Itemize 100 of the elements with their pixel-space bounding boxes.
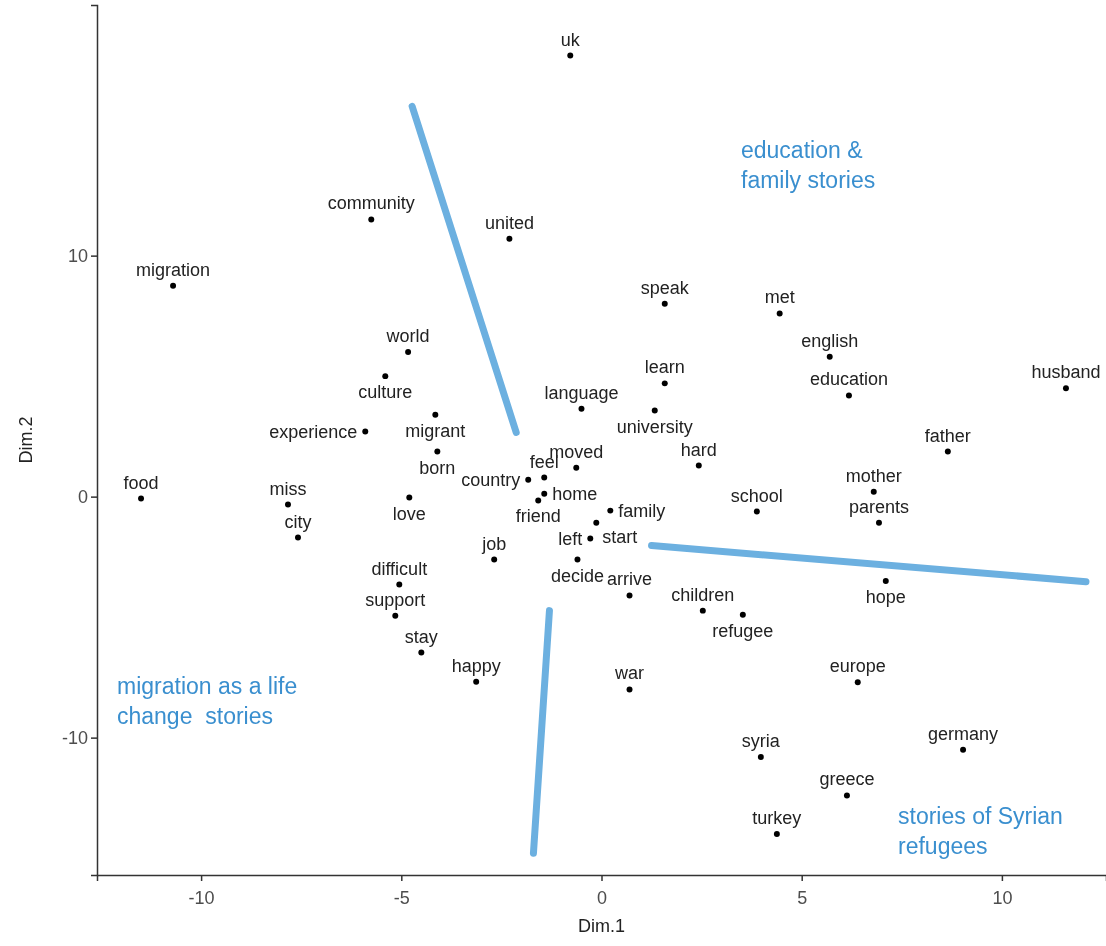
point bbox=[396, 581, 403, 588]
x-tick-label: 5 bbox=[797, 887, 808, 908]
point bbox=[138, 495, 145, 502]
data-label: university bbox=[616, 416, 693, 437]
data-label: war bbox=[614, 663, 645, 684]
point bbox=[525, 476, 532, 483]
point bbox=[651, 407, 658, 414]
data-label: united bbox=[484, 212, 534, 233]
point bbox=[753, 508, 760, 515]
data-label: english bbox=[801, 330, 859, 351]
point bbox=[506, 235, 513, 242]
annotation: stories of Syrian refugees bbox=[898, 803, 1063, 859]
point bbox=[574, 556, 581, 563]
data-label: parents bbox=[848, 496, 909, 517]
point bbox=[432, 411, 439, 418]
point bbox=[875, 519, 882, 526]
data-label: world bbox=[385, 326, 430, 347]
point bbox=[535, 497, 542, 504]
data-label: miss bbox=[269, 478, 307, 499]
point bbox=[960, 746, 967, 753]
point bbox=[491, 556, 498, 563]
point bbox=[870, 488, 877, 495]
data-label: born bbox=[419, 457, 456, 478]
point bbox=[739, 611, 746, 618]
data-label: migrant bbox=[405, 420, 466, 441]
data-label: met bbox=[764, 287, 795, 308]
point bbox=[573, 464, 580, 471]
point bbox=[699, 607, 706, 614]
data-label: europe bbox=[829, 656, 886, 677]
point bbox=[587, 535, 594, 542]
x-tick-label: 10 bbox=[992, 887, 1013, 908]
x-tick-label: 0 bbox=[596, 887, 608, 908]
point bbox=[661, 380, 668, 387]
data-label: love bbox=[392, 503, 426, 524]
data-label: mother bbox=[845, 465, 902, 486]
x-tick-label: -5 bbox=[393, 887, 410, 908]
data-label: city bbox=[284, 511, 312, 532]
data-label: culture bbox=[358, 382, 413, 403]
annotation: migration as a life change stories bbox=[117, 673, 298, 729]
point bbox=[406, 494, 413, 501]
point bbox=[757, 753, 764, 760]
point bbox=[607, 507, 614, 514]
data-label: syria bbox=[741, 730, 781, 751]
data-label: stay bbox=[404, 626, 438, 647]
point bbox=[626, 686, 633, 693]
data-label: migration bbox=[136, 259, 211, 280]
data-label: speak bbox=[640, 277, 690, 298]
data-label: start bbox=[602, 526, 638, 547]
data-label: uk bbox=[560, 29, 581, 50]
point bbox=[882, 578, 889, 584]
data-label: country bbox=[461, 469, 521, 490]
data-label: job bbox=[481, 533, 507, 554]
data-label: greece bbox=[819, 769, 875, 790]
point bbox=[541, 490, 548, 497]
point bbox=[368, 216, 375, 223]
data-label: arrive bbox=[607, 569, 653, 590]
data-label: community bbox=[327, 193, 415, 214]
data-label: friend bbox=[515, 506, 561, 527]
point bbox=[418, 649, 425, 656]
data-label: turkey bbox=[752, 808, 802, 829]
point bbox=[854, 679, 861, 686]
data-label: support bbox=[365, 589, 426, 610]
data-label: language bbox=[544, 382, 619, 403]
data-label: children bbox=[671, 584, 735, 605]
point bbox=[434, 448, 441, 455]
data-label: left bbox=[558, 528, 583, 549]
y-tick-label: -10 bbox=[61, 727, 88, 748]
x-axis-title: Dim.1 bbox=[577, 916, 626, 936]
data-label: learn bbox=[644, 357, 685, 378]
x-tick-label: -10 bbox=[188, 887, 215, 908]
point bbox=[405, 349, 412, 356]
point bbox=[593, 519, 600, 526]
data-label: school bbox=[730, 485, 783, 506]
data-label: husband bbox=[1031, 362, 1101, 383]
annotation: education & family stories bbox=[741, 137, 876, 193]
point bbox=[541, 474, 548, 481]
data-label: hard bbox=[680, 439, 717, 460]
data-label: happy bbox=[451, 655, 501, 676]
point bbox=[626, 592, 633, 599]
point bbox=[362, 428, 369, 435]
data-label: home bbox=[552, 483, 598, 504]
y-tick-label: 10 bbox=[67, 245, 88, 266]
data-label: food bbox=[123, 472, 159, 493]
point bbox=[1062, 385, 1069, 392]
point bbox=[473, 678, 480, 685]
point bbox=[776, 310, 783, 317]
point bbox=[382, 373, 389, 380]
point bbox=[661, 300, 668, 307]
point bbox=[170, 282, 177, 289]
data-label: family bbox=[618, 500, 666, 521]
point bbox=[845, 392, 852, 399]
point bbox=[295, 534, 301, 541]
data-label: education bbox=[809, 369, 888, 390]
data-label: germany bbox=[928, 723, 999, 744]
data-label: refugee bbox=[712, 620, 774, 641]
point bbox=[578, 405, 585, 412]
point bbox=[567, 52, 574, 59]
point bbox=[392, 612, 399, 619]
data-label: decide bbox=[550, 565, 604, 586]
data-label: experience bbox=[269, 421, 358, 442]
